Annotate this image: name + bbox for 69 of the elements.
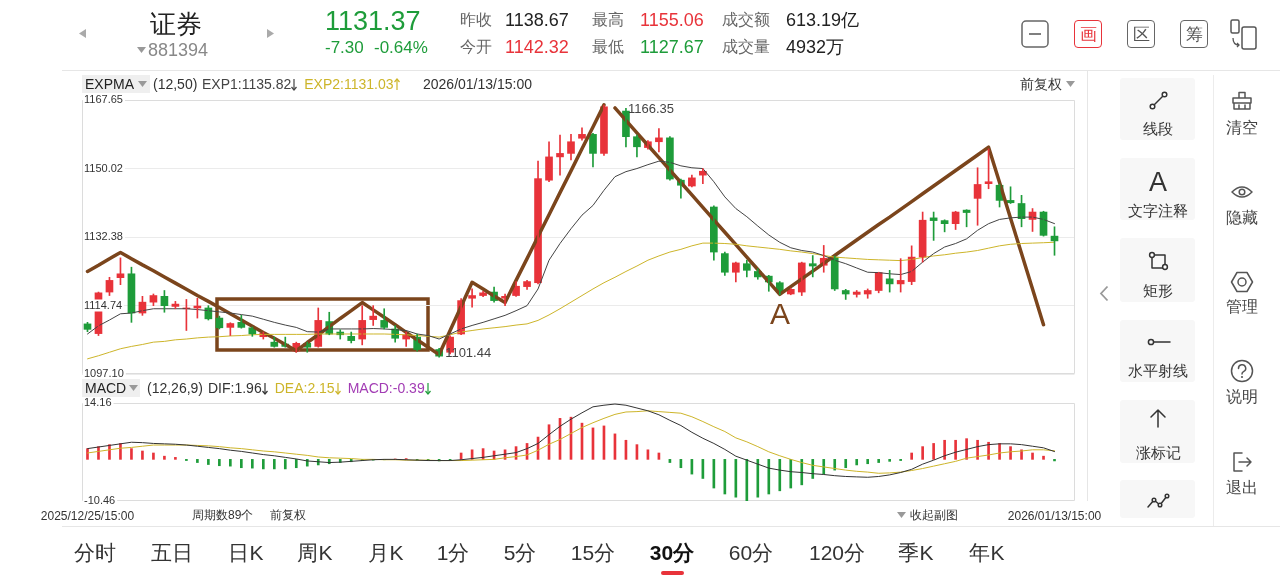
text: 说明 bbox=[1226, 388, 1258, 405]
text: 1155.06 bbox=[640, 10, 704, 30]
text: 分时 bbox=[74, 540, 116, 564]
annotation: 1166.35 bbox=[627, 101, 674, 117]
x-tick-label: 2025/12/25/15:00 bbox=[40, 508, 135, 523]
text: 120分 bbox=[808, 540, 866, 564]
text: 矩形 bbox=[1143, 281, 1173, 299]
text: 年K bbox=[969, 540, 1005, 564]
y-tick-label: -10.46 bbox=[84, 494, 116, 507]
text: -7.30 bbox=[325, 37, 364, 57]
text: (12,50) bbox=[153, 76, 198, 92]
text: 区 bbox=[1132, 24, 1150, 44]
annotation: 1101.44 bbox=[445, 345, 492, 361]
annotation: A bbox=[769, 297, 791, 330]
text: 成交量 bbox=[722, 38, 770, 55]
text: 2026/01/13/15:00 bbox=[423, 76, 532, 92]
text: 清空 bbox=[1226, 119, 1258, 136]
text: 筹 bbox=[1185, 24, 1203, 44]
text: 管理 bbox=[1226, 298, 1258, 315]
text: 60分 bbox=[728, 540, 774, 564]
text: 周期数89个 bbox=[192, 508, 254, 522]
text: 周K bbox=[297, 540, 333, 564]
text: 退出 bbox=[1226, 479, 1258, 496]
chart-title: 证券 bbox=[150, 9, 202, 39]
y-tick-label: 1167.65 bbox=[84, 93, 123, 106]
text: 收起副图 bbox=[910, 508, 958, 522]
text: 613.19亿 bbox=[786, 10, 860, 30]
text: 画 bbox=[1079, 24, 1097, 44]
text: 线段 bbox=[1143, 119, 1173, 137]
text: 水平射线 bbox=[1128, 361, 1188, 379]
text: (12,26,9) bbox=[147, 380, 204, 396]
legend-label: EXP1:1135.82 bbox=[202, 76, 292, 92]
text: 5分 bbox=[503, 540, 537, 564]
text: 30分 bbox=[649, 540, 695, 564]
legend-label: DIF:1.96 bbox=[208, 380, 262, 396]
text: A bbox=[1148, 166, 1168, 197]
text: 1131.37 bbox=[325, 5, 421, 36]
legend-label: MACD:-0.39 bbox=[347, 380, 425, 396]
text: 涨标记 bbox=[1135, 443, 1181, 461]
legend-title: MACD bbox=[85, 380, 127, 396]
text: 前复权 bbox=[1020, 76, 1062, 92]
text: 文字注释 bbox=[1128, 201, 1188, 219]
chart-subtitle: 881394 bbox=[148, 40, 209, 60]
text: 15分 bbox=[570, 540, 616, 564]
y-tick-label: 1097.10 bbox=[84, 367, 124, 380]
text: 隐藏 bbox=[1226, 209, 1258, 226]
text: 1127.67 bbox=[640, 37, 704, 57]
legend-label: EXP2:1131.03 bbox=[304, 76, 394, 92]
text: 最高 bbox=[592, 11, 624, 28]
legend-title: EXPMA bbox=[85, 76, 135, 92]
text: 日K bbox=[228, 540, 264, 564]
text: 最低 bbox=[592, 38, 624, 55]
y-tick-label: 1114.74 bbox=[84, 298, 123, 311]
text: 1142.32 bbox=[505, 37, 569, 57]
legend-label: DEA:2.15 bbox=[274, 380, 335, 396]
y-tick-label: 1132.38 bbox=[84, 230, 123, 243]
text: 1分 bbox=[436, 540, 470, 564]
y-tick-label: 1150.02 bbox=[84, 161, 123, 174]
text: 今开 bbox=[460, 38, 492, 55]
text: 4932万 bbox=[786, 37, 845, 57]
text: 季K bbox=[898, 540, 934, 564]
text: 五日 bbox=[151, 540, 193, 564]
text: 成交额 bbox=[722, 11, 770, 28]
text: 1138.67 bbox=[505, 10, 569, 30]
text: -0.64% bbox=[374, 37, 428, 57]
text: 月K bbox=[368, 540, 404, 564]
y-tick-label: 14.16 bbox=[84, 396, 112, 409]
text: 昨收 bbox=[460, 11, 492, 28]
text: 前复权 bbox=[270, 508, 306, 522]
